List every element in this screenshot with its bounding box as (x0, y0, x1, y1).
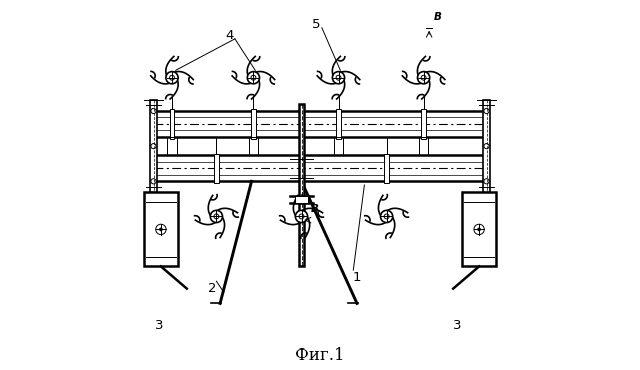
Circle shape (417, 72, 429, 84)
Text: 3: 3 (452, 319, 461, 332)
Circle shape (166, 72, 178, 84)
Text: Фиг.1: Фиг.1 (295, 347, 345, 364)
Bar (336, 109, 340, 139)
Bar (483, 100, 490, 192)
Bar (251, 109, 255, 139)
Text: 3: 3 (155, 319, 163, 332)
Text: 1: 1 (353, 271, 361, 284)
Bar (463, 192, 496, 266)
Bar (150, 100, 157, 192)
Bar (170, 109, 174, 139)
Bar (300, 154, 304, 183)
Circle shape (381, 210, 393, 222)
Text: 2: 2 (209, 282, 217, 295)
Circle shape (159, 228, 163, 231)
Circle shape (477, 228, 481, 231)
Text: В: В (311, 204, 319, 214)
Circle shape (332, 72, 344, 84)
Bar (144, 192, 177, 266)
Text: В: В (433, 11, 442, 21)
Bar (421, 109, 426, 139)
Bar (154, 111, 486, 137)
Circle shape (247, 72, 259, 84)
Text: 4: 4 (225, 28, 234, 42)
Bar (214, 154, 219, 183)
Bar (295, 196, 308, 203)
Text: 5: 5 (312, 17, 321, 31)
Bar (385, 154, 389, 183)
Circle shape (296, 210, 308, 222)
Bar (154, 155, 486, 181)
Bar (298, 104, 305, 266)
Circle shape (211, 210, 223, 222)
